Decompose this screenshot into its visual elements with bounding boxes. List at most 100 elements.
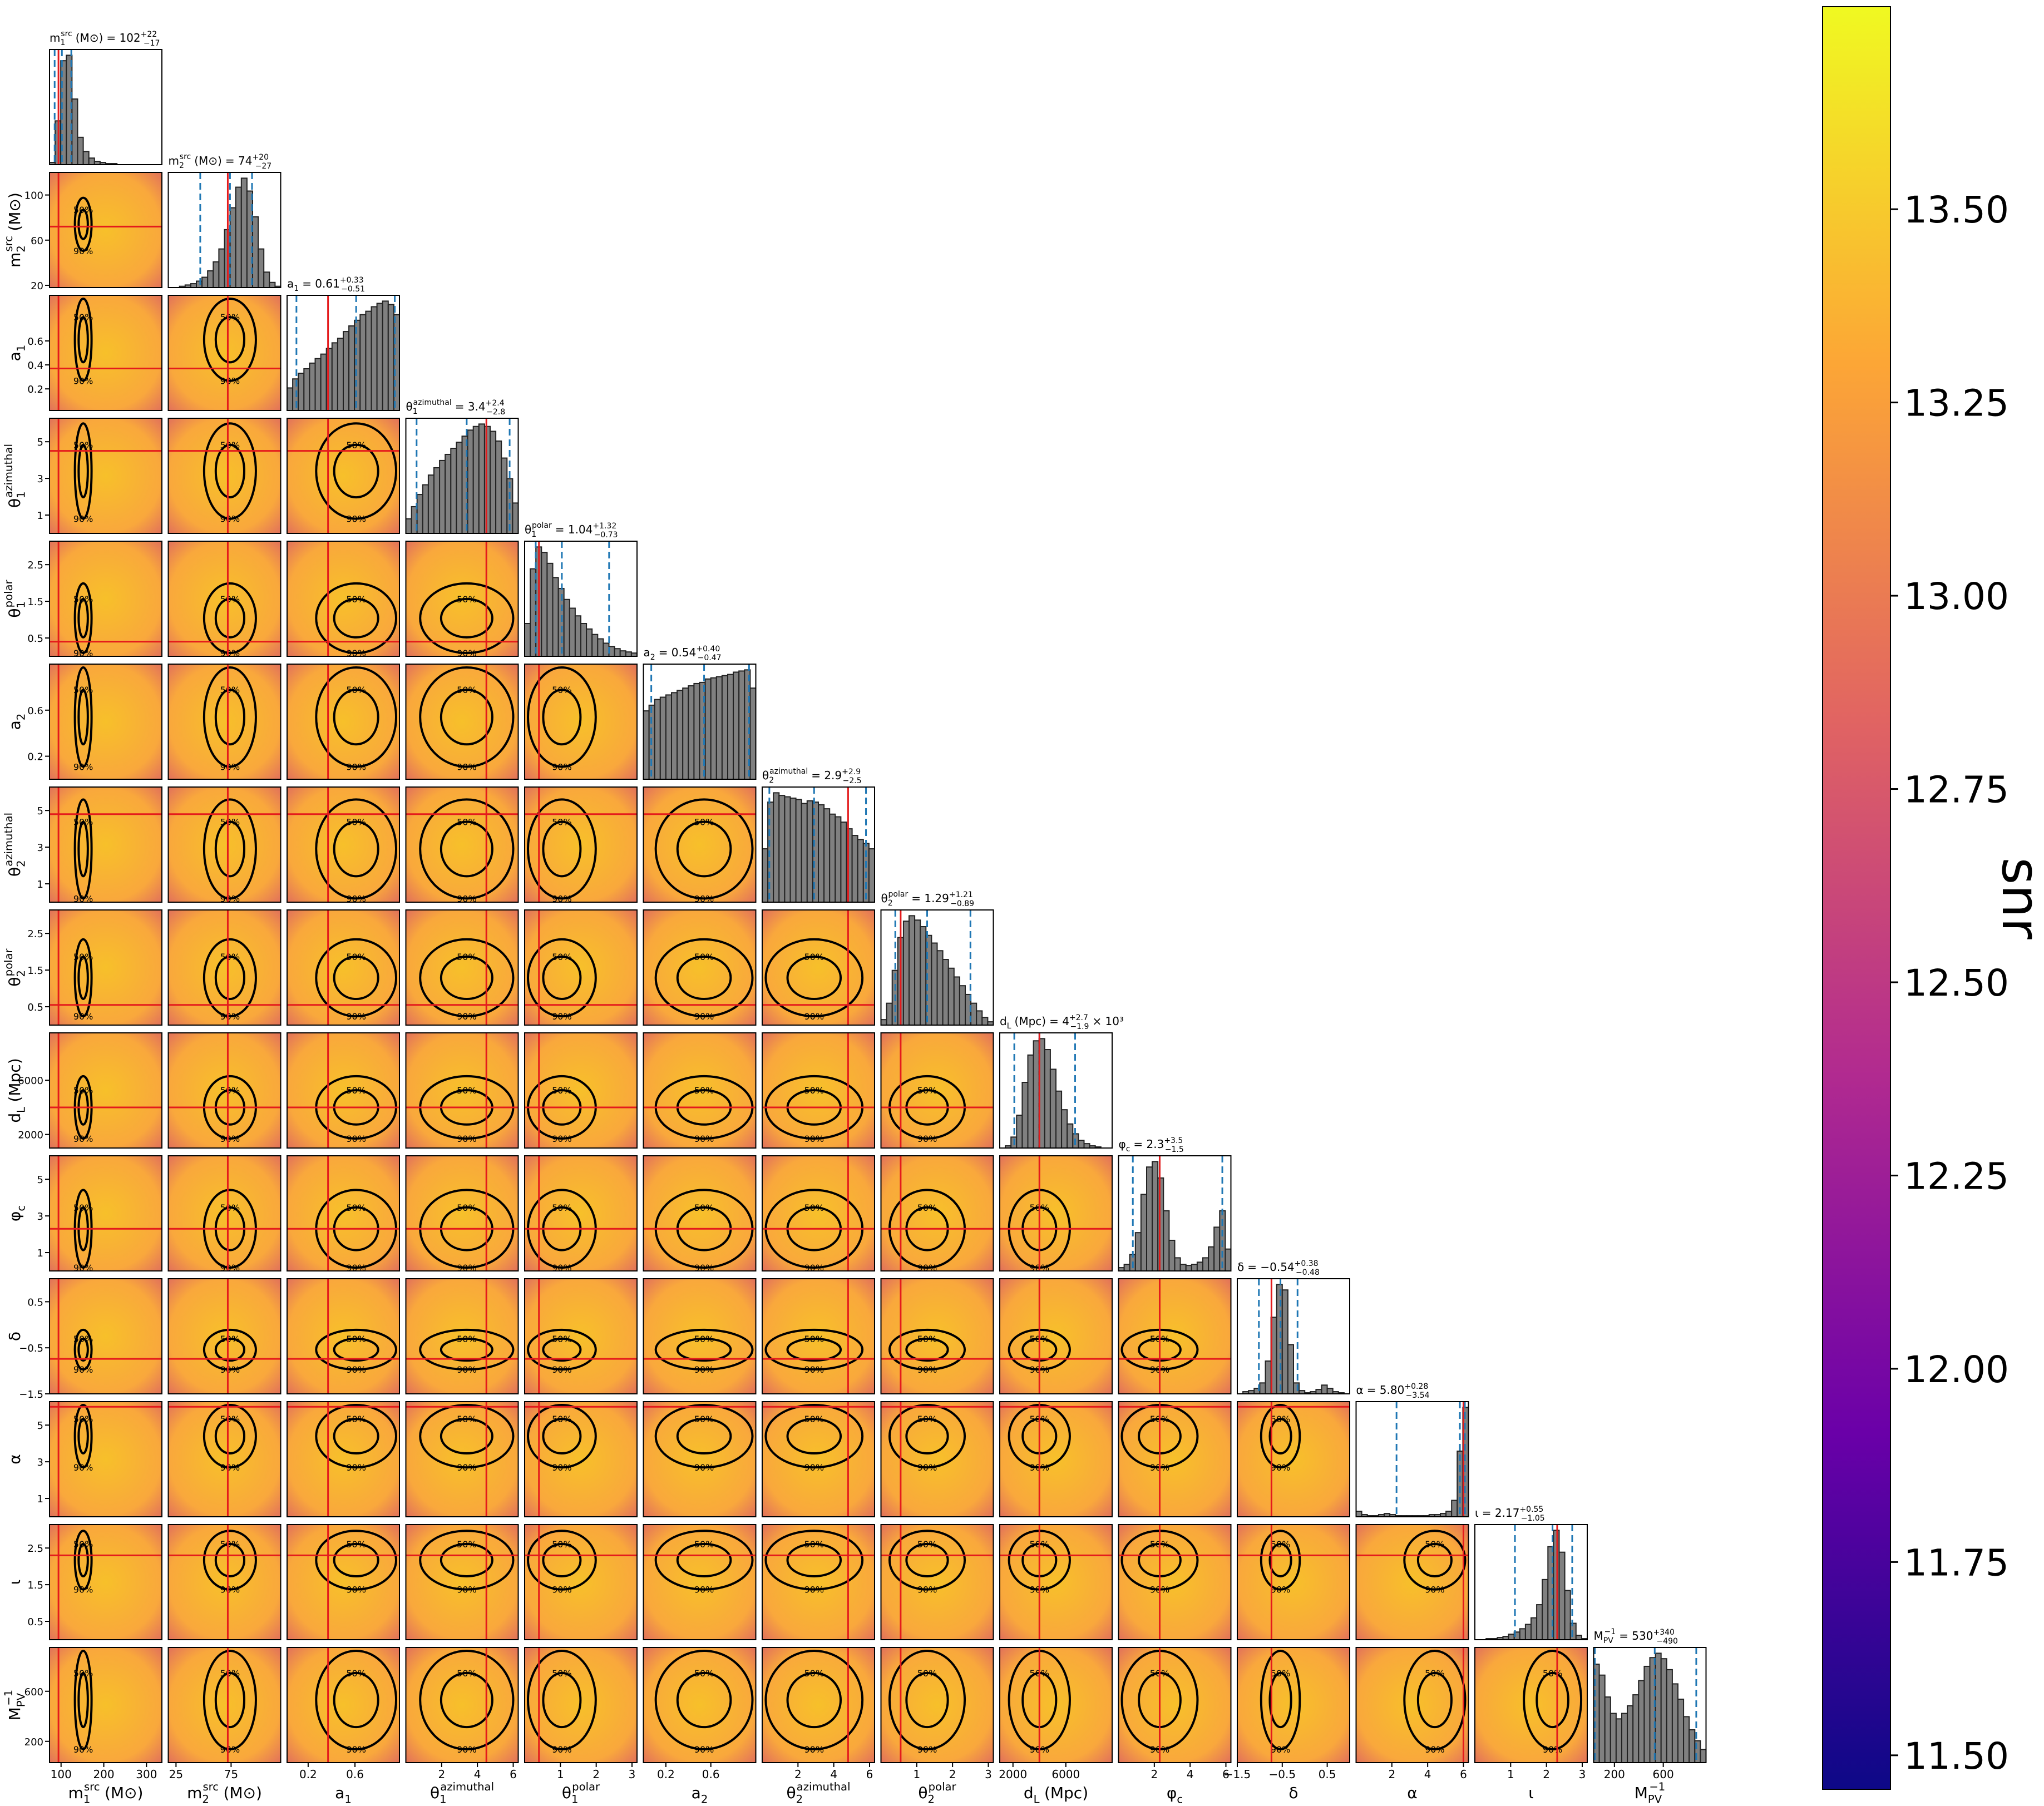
density-panel [1118, 1402, 1231, 1517]
panel-frame [1237, 1647, 1350, 1763]
histogram-bar [727, 674, 734, 780]
density-panel [50, 172, 162, 288]
panel-frame [167, 1647, 282, 1763]
contour-50 [786, 1671, 842, 1729]
x-axis-label: α [1407, 1784, 1417, 1802]
contour-label: 90% [220, 1134, 240, 1144]
contour-label: 50% [804, 1668, 824, 1679]
text-part: 1 [60, 38, 65, 47]
panel-frame [524, 1278, 638, 1394]
panel-frame [999, 1032, 1113, 1149]
contour-label: 90% [694, 893, 714, 904]
panel-frame [405, 541, 519, 657]
text-part: 2 [928, 1793, 935, 1805]
contour-label: 90% [346, 1134, 366, 1144]
y-tick-label: 5 [37, 1174, 43, 1186]
contour-label: 90% [1425, 1744, 1445, 1755]
panel-title: θ1azimuthal = 3.4+2.4 −2.8 [406, 398, 506, 417]
histogram-bar [829, 813, 836, 903]
text-part: δ [6, 1332, 24, 1341]
text-part: = 2.17 [1482, 1506, 1520, 1520]
histogram-bar [1688, 1729, 1696, 1763]
histogram-bar [82, 151, 90, 166]
histogram-bar [1638, 1680, 1645, 1763]
text-part: δ [1237, 1260, 1244, 1274]
contour-label: 90% [457, 1585, 477, 1595]
y-tick-label: 5 [37, 1420, 43, 1432]
contour-label: 90% [220, 648, 240, 659]
y-tick-label: 0.6 [27, 705, 43, 717]
contour-50 [77, 1337, 89, 1362]
histogram-bar [857, 839, 864, 903]
contour-label: 90% [346, 1011, 366, 1022]
histogram-bar [546, 562, 554, 657]
contour-90 [419, 1650, 515, 1750]
histogram-bar [88, 157, 95, 165]
text-part: a [6, 352, 24, 361]
contour-label: 90% [552, 1134, 572, 1144]
density-panel [168, 1647, 281, 1763]
contour-label: 50% [694, 1539, 714, 1550]
contour-label: 50% [1271, 1668, 1291, 1679]
panel-frame [1355, 1647, 1469, 1763]
histogram-bar [196, 280, 203, 288]
contour-50 [77, 820, 89, 878]
text-part: polar [532, 521, 552, 530]
contour-label: 50% [457, 1414, 477, 1424]
contour-90 [419, 1530, 515, 1591]
text-part: = 4 [1049, 1015, 1069, 1028]
x-tick-label: 1 [1507, 1768, 1514, 1781]
panel-frame [524, 1524, 638, 1640]
contour-label: 90% [552, 1011, 572, 1022]
text-part: = 5.80 [1367, 1383, 1405, 1397]
text-part: 1 [14, 345, 27, 352]
x-axis-label: a2 [692, 1784, 708, 1805]
contour-label: 50% [917, 1203, 937, 1213]
x-tick-label: 4 [1187, 1768, 1194, 1781]
histogram-bar [1185, 1265, 1192, 1271]
histogram-bar [942, 959, 949, 1026]
contour-90 [73, 298, 93, 382]
text-part: 2 [701, 1793, 708, 1805]
density-panel [525, 1279, 637, 1394]
contour-label: 50% [73, 1539, 93, 1550]
contour-label: 90% [694, 1462, 714, 1473]
panel-frame [643, 664, 757, 780]
x-tick-label: 200 [93, 1768, 114, 1781]
density-panel [287, 1033, 399, 1148]
histogram-bar [292, 378, 299, 411]
text-part: 1 [531, 530, 536, 539]
contour-50 [214, 1418, 245, 1454]
density-panel [1118, 1647, 1231, 1763]
contour-90 [1403, 1530, 1467, 1591]
histogram-bar [710, 677, 717, 780]
histogram-bar [1276, 1284, 1283, 1395]
panel-title: ι = 2.17+0.55 −1.05 [1475, 1505, 1545, 1523]
contour-label: 50% [694, 1085, 714, 1096]
panel-frame [999, 1278, 1113, 1394]
contour-label: 50% [804, 952, 824, 962]
histogram-bar [1083, 1143, 1090, 1149]
histogram-bar [1152, 1161, 1159, 1272]
histogram-bar [287, 387, 294, 412]
contour-label: 90% [804, 1744, 824, 1755]
contour-90 [315, 798, 397, 900]
text-part: −490 [1656, 1637, 1677, 1646]
density-panel [50, 541, 162, 656]
contour-label: 90% [804, 1462, 824, 1473]
panel-frame [643, 1524, 757, 1640]
contour-50 [333, 1542, 379, 1577]
contour-50 [440, 598, 493, 639]
y-tick-label: 200 [24, 1736, 43, 1748]
text-part: (M⊙) [6, 192, 24, 231]
contour-90 [654, 1328, 754, 1371]
x-tick-label: 4 [1424, 1768, 1431, 1781]
contour-90 [73, 1404, 93, 1469]
histogram-bar [1326, 1388, 1334, 1394]
contour-90 [73, 196, 93, 253]
text-part: = 1.29 [911, 892, 949, 905]
histogram-bar [563, 598, 570, 657]
histogram-bar [201, 276, 209, 288]
histogram-bar [1609, 1713, 1617, 1764]
colorbar-tick-label: 12.50 [1904, 962, 2009, 1005]
